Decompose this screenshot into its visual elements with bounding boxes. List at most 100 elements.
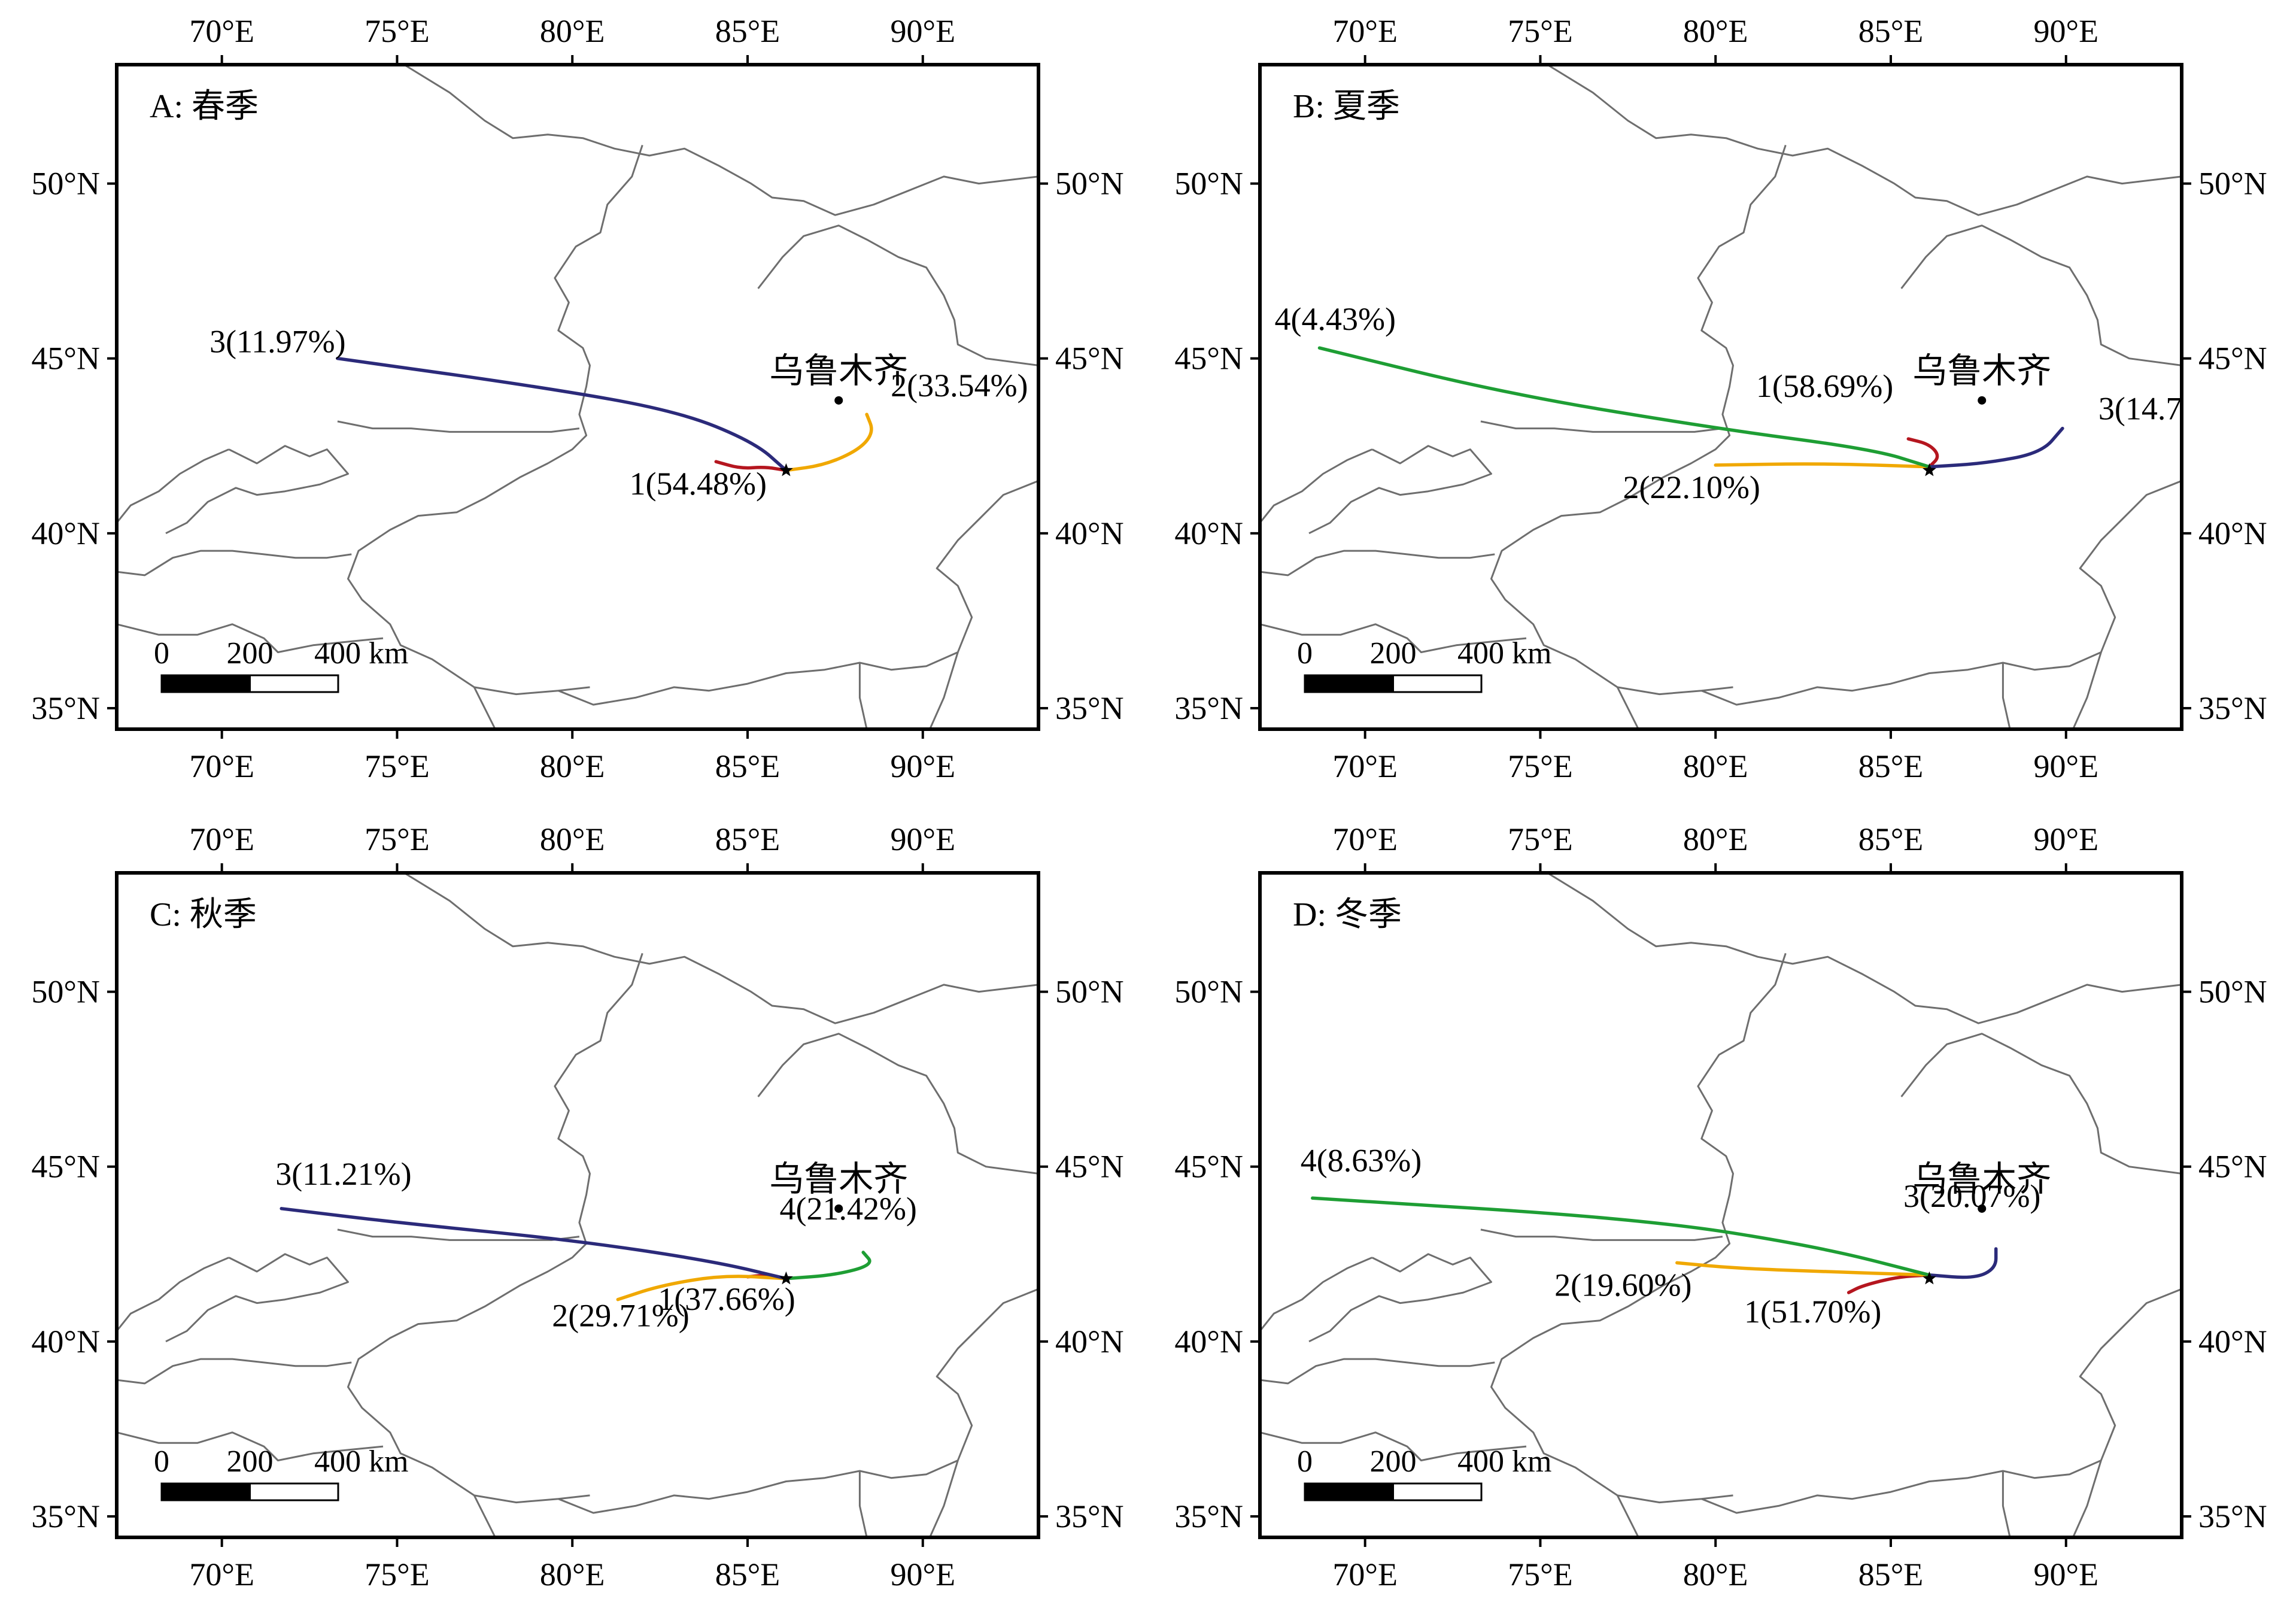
city-marker [834,396,843,405]
trajectory-label-3: 3(11.97%) [209,324,345,360]
lon-tick-label-top: 70°E [189,13,254,49]
origin-star-icon [779,463,793,477]
admin-boundary [165,445,349,535]
lat-tick-label-right: 45°N [2198,1149,2267,1185]
lat-tick-label-right: 35°N [1055,690,1124,726]
trajectory-cluster-2 [616,1275,788,1301]
lon-tick-label-top: 75°E [365,13,430,49]
map-area: 1(51.70%) 2(19.60%) 3(20.07%) 4(8.63%) 乌鲁木齐 D… [1260,873,2182,1537]
trajectory-label-2: 2(19.60%) [1554,1267,1691,1303]
trajectory-label-3: 3(14.78%) [2098,391,2236,427]
trajectory-cluster-4 [784,1251,871,1281]
trajectory-label-2: 2(29.71%) [552,1298,689,1334]
admin-boundary [1260,1257,1372,1332]
admin-boundary [2002,1471,2011,1537]
admin-boundary [1701,480,2182,706]
lat-tick-label-left: 50°N [1174,974,1243,1010]
lat-tick-label-right: 45°N [2198,341,2267,377]
lat-tick-label-right: 35°N [1055,1498,1124,1534]
scale-bar-label: 400 km [1457,636,1551,671]
trajectory-cluster-1 [1906,437,1939,469]
lat-tick-label-right: 35°N [2198,1498,2267,1534]
lat-tick-label-left: 50°N [1174,166,1243,202]
scale-bar-label: 0 [1297,1445,1313,1479]
lat-tick-label-right: 50°N [1055,974,1124,1010]
panel-label: A: 春季 [150,88,259,125]
trajectory-cluster-3 [1927,1247,1998,1279]
lat-tick-label-left: 45°N [31,1149,100,1185]
map-panel-c: 1(37.66%)2(29.71%) 3(11.21%) 4(21.42%)乌鲁木齐… [31,821,1123,1592]
scale-bar-label: 400 km [314,636,408,671]
trajectory-label-1: 1(51.70%) [1744,1294,1881,1330]
lon-tick-label-bottom: 70°E [1332,748,1398,784]
admin-boundary [347,952,643,1504]
map-area: 1(54.48%) 2(33.54%) 3(11.97%) 乌鲁木齐 A: 春季 0 200… [117,65,1038,729]
lon-tick-label-bottom: 85°E [715,748,780,784]
admin-boundary [1616,687,1639,729]
lon-tick-label-top: 85°E [1858,13,1924,49]
trajectory-label-1: 1(37.66%) [658,1281,795,1317]
admin-boundary [558,480,1038,706]
lon-tick-label-top: 70°E [1332,13,1398,49]
admin-boundary [117,448,229,524]
city-name: 乌鲁木齐 [1912,351,2051,390]
lon-tick-label-top: 90°E [890,821,955,857]
trajectory-cluster-1 [1846,1273,1931,1294]
admin-boundary [1900,224,2182,366]
lon-tick-label-top: 75°E [1508,821,1573,857]
city-name: 乌鲁木齐 [769,1160,908,1199]
admin-boundary [1480,1228,1723,1241]
lat-tick-label-left: 45°N [31,341,100,377]
lon-tick-label-top: 80°E [1683,821,1748,857]
trajectory-cluster-4 [1317,346,1931,469]
map-frame [1258,871,2183,1539]
map-area: 1(37.66%)2(29.71%) 3(11.21%) 4(21.42%)乌鲁木齐… [117,873,1038,1537]
trajectory-cluster-2 [1714,462,1931,469]
map-frame [1258,63,2183,731]
scale-bar: 0 200 400 km [154,636,408,693]
admin-boundary [757,224,1038,366]
origin-star-icon [779,1271,793,1285]
lon-tick-label-bottom: 70°E [1332,1557,1398,1592]
admin-boundary [337,1228,580,1241]
lon-tick-label-top: 90°E [2033,13,2098,49]
lat-tick-label-left: 40°N [1174,515,1243,551]
panel-label: B: 夏季 [1293,88,1400,125]
map-area: 1(58.69%) 2(22.10%) 3(14.78%) 4(4.43%) 乌鲁木齐 B… [1260,65,2236,729]
lon-tick-label-top: 75°E [1508,13,1573,49]
admin-boundary [858,1471,868,1537]
trajectory-label-3: 3(20.07%) [1903,1178,2040,1214]
admin-boundary [2072,1460,2102,1537]
admin-boundary [1260,623,1527,653]
lon-tick-label-bottom: 75°E [1508,748,1573,784]
admin-boundary [2072,652,2102,729]
admin-boundary [1260,448,1372,524]
trajectory-label-1: 1(58.69%) [1756,368,1893,404]
lon-tick-label-bottom: 90°E [890,748,955,784]
admin-boundary [1547,65,2182,216]
lon-tick-label-bottom: 80°E [1683,1557,1748,1592]
lat-tick-label-right: 50°N [1055,166,1124,202]
lat-tick-label-right: 40°N [1055,515,1124,551]
lon-tick-label-bottom: 80°E [540,1557,605,1592]
city-name: 乌鲁木齐 [1912,1160,2051,1199]
map-panel-b: 1(58.69%) 2(22.10%) 3(14.78%) 4(4.43%) 乌鲁木齐 B… [1174,13,2267,784]
lat-tick-label-right: 50°N [2198,166,2267,202]
lon-tick-label-top: 70°E [189,821,254,857]
lon-tick-label-top: 80°E [540,13,605,49]
admin-boundary [858,663,868,729]
lat-tick-label-left: 35°N [31,1498,100,1534]
lon-tick-label-top: 80°E [1683,13,1748,49]
lon-tick-label-top: 85°E [1858,821,1924,857]
trajectory-label-1: 1(54.48%) [630,466,767,502]
scale-bar: 0 200 400 km [1297,1445,1551,1501]
lon-tick-label-bottom: 75°E [365,748,430,784]
scale-bar-label: 0 [1297,636,1313,671]
scale-bar-label: 400 km [1457,1445,1551,1479]
lat-tick-label-right: 45°N [1055,1149,1124,1185]
trajectory-label-2: 2(33.54%) [891,368,1028,404]
lon-tick-label-bottom: 90°E [2033,1557,2098,1592]
map-background [1260,65,2182,729]
lon-tick-label-bottom: 90°E [890,1557,955,1592]
lat-tick-label-right: 35°N [2198,690,2267,726]
